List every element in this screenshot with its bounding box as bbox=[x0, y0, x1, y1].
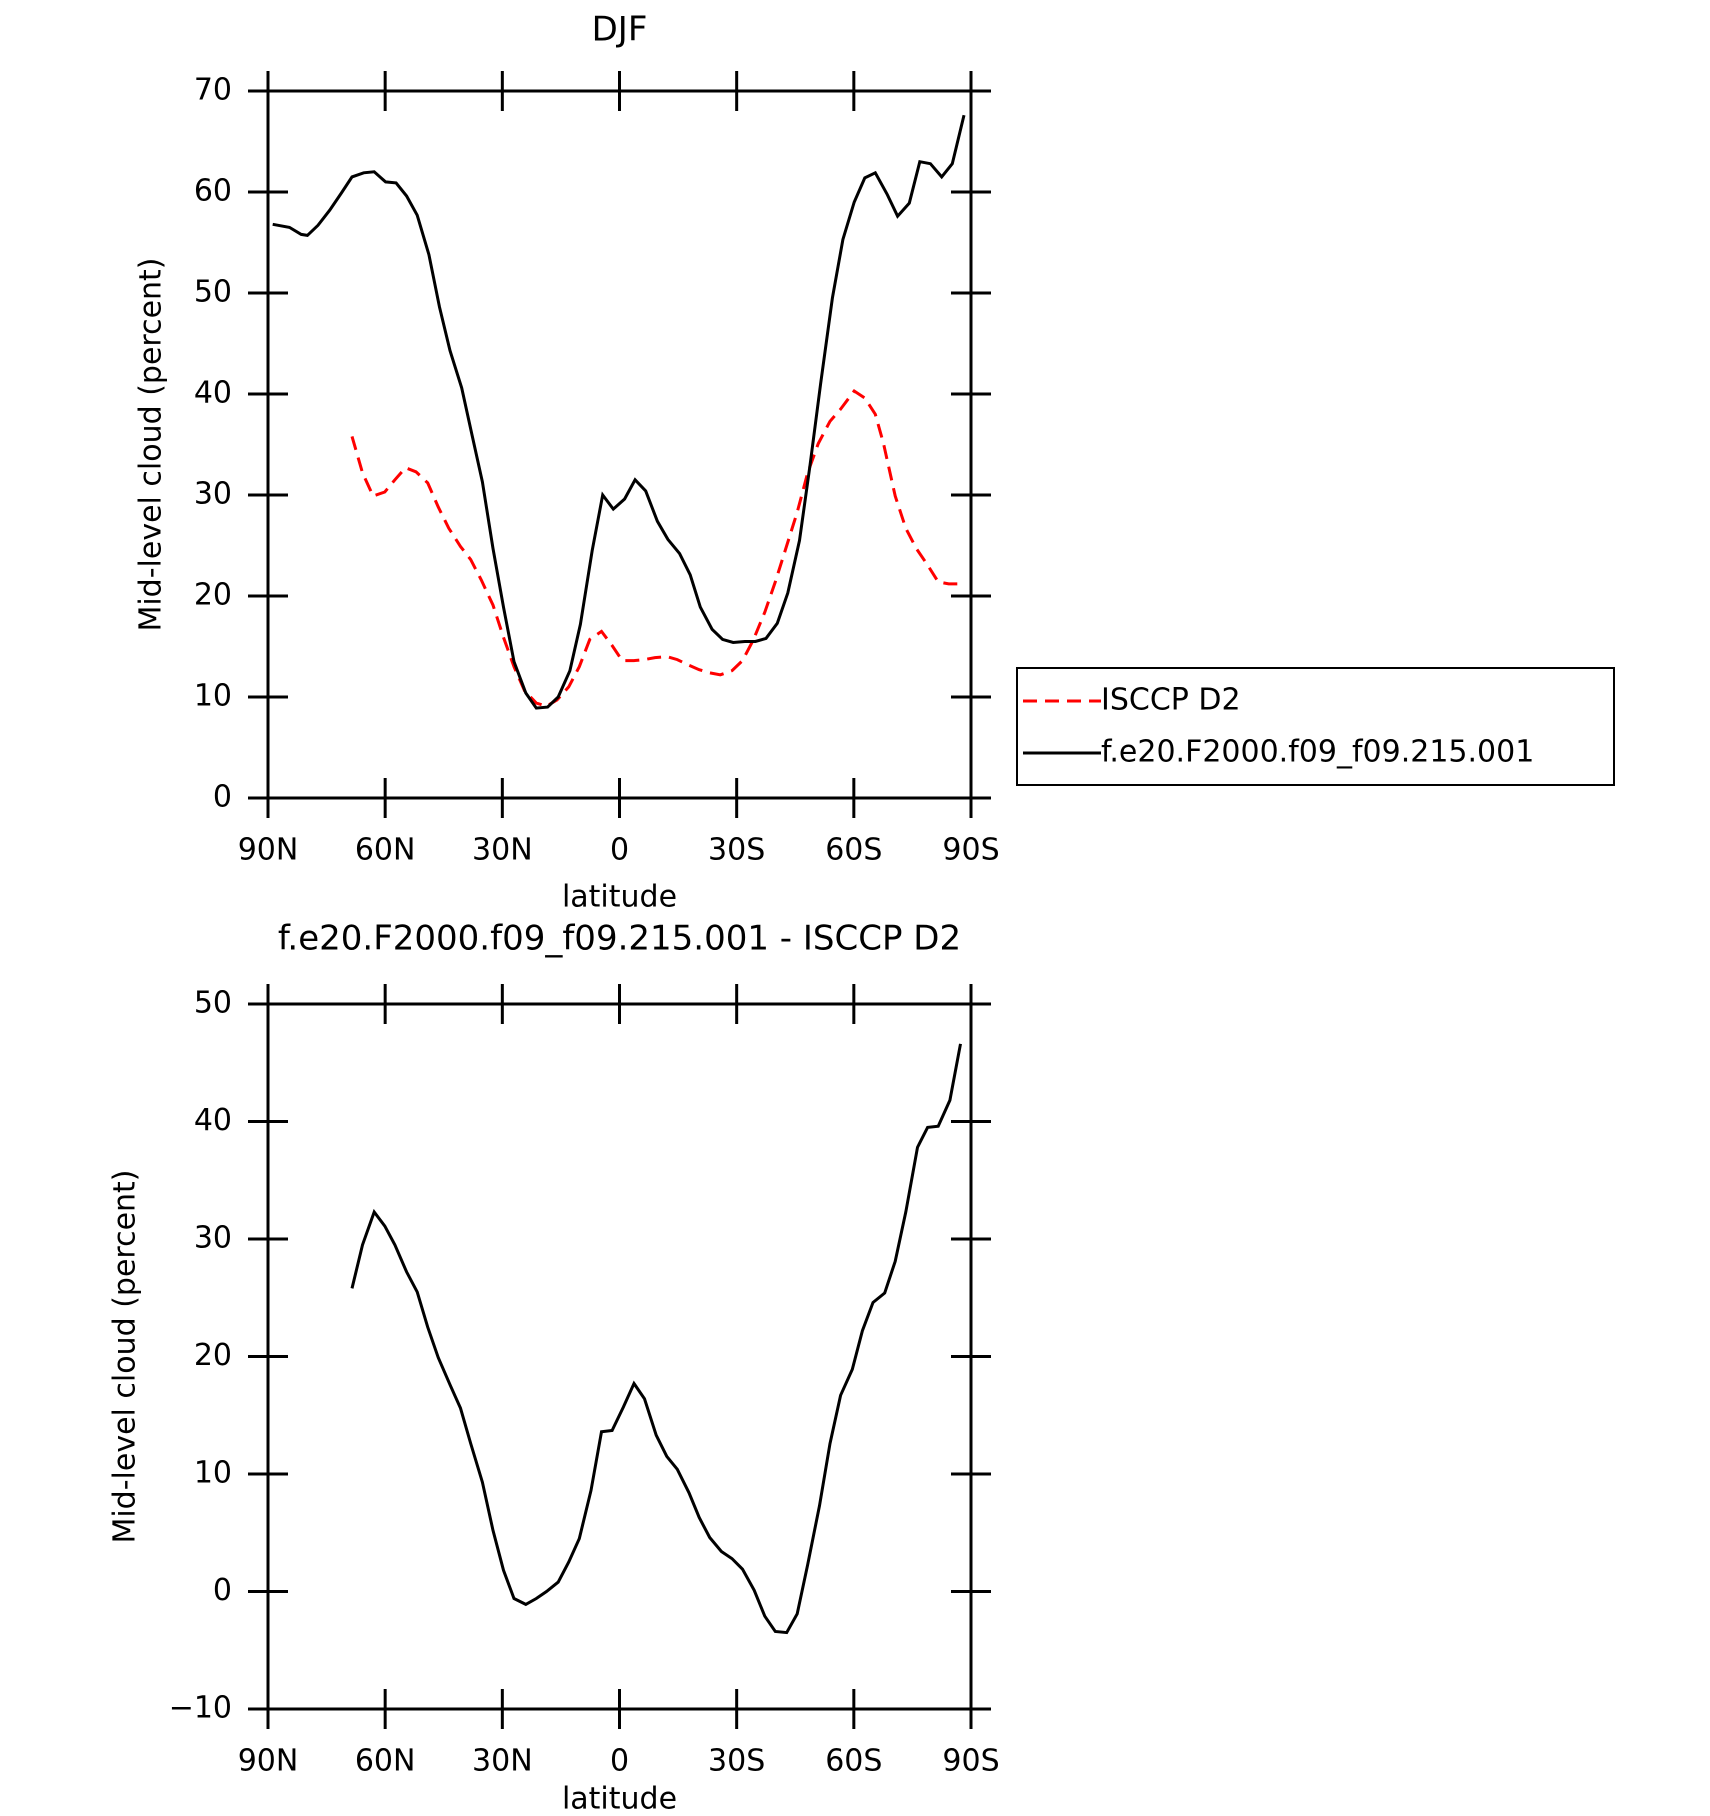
y-tick-label: 0 bbox=[213, 1573, 232, 1608]
legend-label: ISCCP D2 bbox=[1101, 683, 1241, 718]
y-tick-label: −10 bbox=[169, 1691, 232, 1726]
plot-frame bbox=[266, 1002, 973, 1711]
x-tick-label: 60S bbox=[825, 833, 882, 868]
x-tick-label: 30N bbox=[472, 1744, 533, 1779]
plot-frame bbox=[266, 89, 973, 800]
y-tick-label: 50 bbox=[194, 275, 232, 310]
x-axis-label: latitude bbox=[562, 880, 677, 915]
data-line bbox=[272, 114, 966, 710]
chart-title: f.e20.F2000.f09_f09.215.001 - ISCCP D2 bbox=[278, 919, 961, 959]
x-tick-label: 90N bbox=[238, 1744, 299, 1779]
y-tick-label: 40 bbox=[194, 376, 232, 411]
y-axis-label: Mid-level cloud (percent) bbox=[108, 1169, 143, 1543]
x-axis-label: latitude bbox=[562, 1782, 677, 1816]
y-tick-label: 0 bbox=[213, 780, 232, 815]
y-tick-label: 20 bbox=[194, 578, 232, 613]
y-tick-label: 10 bbox=[194, 1456, 232, 1491]
x-tick-label: 60N bbox=[355, 1744, 416, 1779]
x-tick-label: 60N bbox=[355, 833, 416, 868]
y-tick-label: 30 bbox=[194, 477, 232, 512]
x-tick-label: 0 bbox=[610, 833, 629, 868]
y-tick-label: 50 bbox=[194, 986, 232, 1021]
data-line bbox=[350, 1043, 962, 1635]
x-tick-label: 60S bbox=[825, 1744, 882, 1779]
y-axis-label: Mid-level cloud (percent) bbox=[134, 257, 169, 631]
x-tick-label: 30S bbox=[708, 833, 765, 868]
y-tick-label: 20 bbox=[194, 1338, 232, 1373]
chart-title: DJF bbox=[592, 10, 648, 50]
y-tick-label: 30 bbox=[194, 1221, 232, 1256]
x-tick-label: 30S bbox=[708, 1744, 765, 1779]
x-tick-label: 0 bbox=[610, 1744, 629, 1779]
y-tick-label: 60 bbox=[194, 174, 232, 209]
x-tick-label: 90S bbox=[942, 1744, 999, 1779]
y-tick-label: 40 bbox=[194, 1103, 232, 1138]
legend-box bbox=[1016, 667, 1615, 786]
x-tick-label: 90N bbox=[238, 833, 299, 868]
x-tick-label: 90S bbox=[942, 833, 999, 868]
y-tick-label: 10 bbox=[194, 679, 232, 714]
x-tick-label: 30N bbox=[472, 833, 533, 868]
y-tick-label: 70 bbox=[194, 73, 232, 108]
data-line bbox=[350, 388, 961, 708]
legend-label: f.e20.F2000.f09_f09.215.001 bbox=[1101, 735, 1534, 770]
